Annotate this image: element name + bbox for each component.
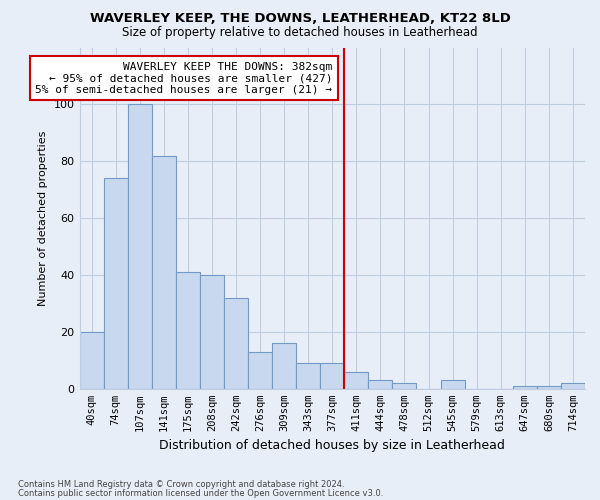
Text: Contains HM Land Registry data © Crown copyright and database right 2024.: Contains HM Land Registry data © Crown c… — [18, 480, 344, 489]
Bar — [440, 380, 464, 389]
Bar — [561, 383, 585, 389]
Bar — [272, 344, 296, 389]
Bar — [152, 156, 176, 389]
Bar — [176, 272, 200, 389]
Bar — [537, 386, 561, 389]
Bar — [392, 383, 416, 389]
Text: Contains public sector information licensed under the Open Government Licence v3: Contains public sector information licen… — [18, 489, 383, 498]
Bar — [224, 298, 248, 389]
Text: WAVERLEY KEEP THE DOWNS: 382sqm
← 95% of detached houses are smaller (427)
5% of: WAVERLEY KEEP THE DOWNS: 382sqm ← 95% of… — [35, 62, 332, 95]
Bar — [200, 275, 224, 389]
Bar — [296, 363, 320, 389]
Bar — [128, 104, 152, 389]
Y-axis label: Number of detached properties: Number of detached properties — [38, 130, 48, 306]
Bar — [104, 178, 128, 389]
Bar — [344, 372, 368, 389]
Bar — [513, 386, 537, 389]
Bar — [248, 352, 272, 389]
Text: WAVERLEY KEEP, THE DOWNS, LEATHERHEAD, KT22 8LD: WAVERLEY KEEP, THE DOWNS, LEATHERHEAD, K… — [89, 12, 511, 26]
X-axis label: Distribution of detached houses by size in Leatherhead: Distribution of detached houses by size … — [160, 440, 505, 452]
Text: Size of property relative to detached houses in Leatherhead: Size of property relative to detached ho… — [122, 26, 478, 39]
Bar — [368, 380, 392, 389]
Bar — [320, 363, 344, 389]
Bar — [79, 332, 104, 389]
